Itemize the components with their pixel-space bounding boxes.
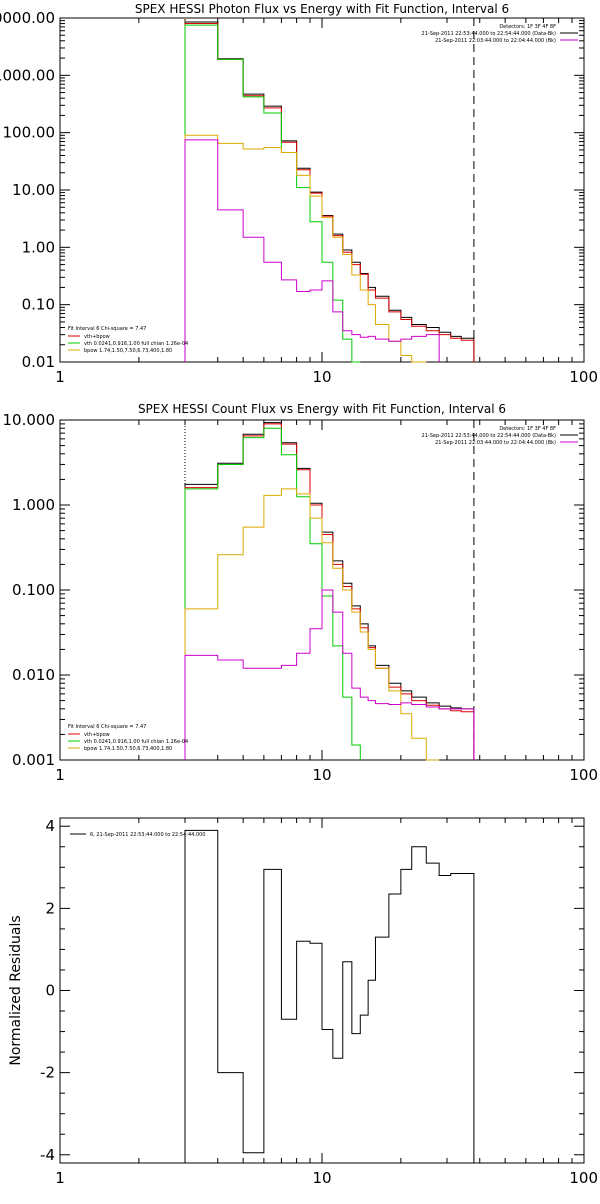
panel1-legend-bl-title: Fit Interval 6 Chi-square = 7.47 [68, 326, 146, 332]
panel1-series-4 [184, 139, 440, 362]
panel2-series-0 [184, 422, 475, 760]
panel2-series-3 [184, 488, 440, 761]
panel2-legend-tr-text: Detectors: 1F 3F 4F 8F [499, 426, 556, 432]
panel1-ytick-label: 10000.00 [0, 9, 55, 27]
panel1-legend-tr-text: 21-Sep-2011 22:53:44.000 to 22:54:44.000… [422, 31, 557, 37]
panel1-series-3 [184, 134, 427, 363]
panel2-xtick-label: 1 [55, 766, 65, 784]
panel3-xtick-label: 10 [312, 1169, 331, 1187]
panel3-xtick-label: 100 [569, 1169, 598, 1187]
panel2-title: SPEX HESSI Count Flux vs Energy with Fit… [138, 402, 506, 416]
panel2-series-2 [184, 427, 361, 760]
panel3-residual-series [184, 829, 475, 1163]
panel1-legend-bl-text: vth+bpow [84, 334, 110, 340]
panel1-ytick-label: 0.01 [22, 353, 55, 371]
panel2-series-4 [184, 589, 475, 760]
panel1-series-1 [184, 23, 475, 362]
panel2-legend-bl-text: vth 0.0241,0.916,1.00 full chian 1.26e-0… [84, 739, 188, 745]
panel2-ytick-label: 0.010 [12, 666, 55, 684]
panel1-title: SPEX HESSI Photon Flux vs Energy with Fi… [135, 2, 509, 16]
panel2-series-1 [184, 423, 475, 760]
panel1-ytick-label: 10.00 [12, 181, 55, 199]
panel3-ytick-label: 0 [45, 982, 55, 1000]
panel3-ylabel: Normalized Residuals [8, 915, 24, 1065]
panel2-ytick-label: 0.100 [12, 581, 55, 599]
panel1-series-0 [184, 21, 475, 362]
panel1-legend-tr-text: 21-Sep-2011 22:03:44.000 to 22:04:44.000… [435, 38, 556, 44]
panel2-xtick-label: 100 [569, 766, 598, 784]
panel1-ytick-label: 100.00 [3, 124, 56, 142]
panel2-ytick-label: 10.000 [3, 411, 56, 429]
panel2-ytick-label: 0.001 [12, 751, 55, 769]
panel3-ytick-label: 4 [45, 817, 55, 835]
panel2-legend-bl-title: Fit Interval 6 Chi-square = 7.47 [68, 724, 146, 730]
panel3-ytick-label: 2 [45, 899, 55, 917]
panel1-ytick-label: 0.10 [22, 296, 55, 314]
panel1-axes-frame [59, 17, 585, 363]
panel2-legend-bl-text: vth+bpow [84, 732, 110, 738]
panel1-ytick-label: 1.00 [22, 238, 55, 256]
panel1-xtick-label: 10 [312, 368, 331, 386]
panel1-xtick-label: 100 [569, 368, 598, 386]
panel2-ytick-label: 1.000 [12, 496, 55, 514]
panel3-legend-text: 6, 21-Sep-2011 22:53:44.000 to 22:54:44.… [90, 832, 205, 838]
panel3-ytick-label: -4 [40, 1146, 55, 1164]
panel2-legend-bl-text: bpow 1.74,1.50,7.50,6.73,400,1.80 [84, 746, 172, 752]
panel1-legend-bl-text: vth 0.0241,0.916,1.00 full chian 1.26e-0… [84, 341, 188, 347]
panel1-legend-bl-text: bpow 1.74,1.50,7.50,6.73,400,1.80 [84, 348, 172, 354]
panel2-legend-tr-text: 21-Sep-2011 22:03:44.000 to 22:04:44.000… [435, 440, 556, 446]
panel3-xtick-label: 1 [55, 1169, 65, 1187]
panel2-xtick-label: 10 [312, 766, 331, 784]
panel2-legend-tr-text: 21-Sep-2011 22:53:44.000 to 22:54:44.000… [422, 433, 557, 439]
panel3-ytick-label: -2 [40, 1064, 55, 1082]
panel1-xtick-label: 1 [55, 368, 65, 386]
panel1-legend-tr-text: Detectors: 1F 3F 4F 8F [499, 24, 556, 30]
